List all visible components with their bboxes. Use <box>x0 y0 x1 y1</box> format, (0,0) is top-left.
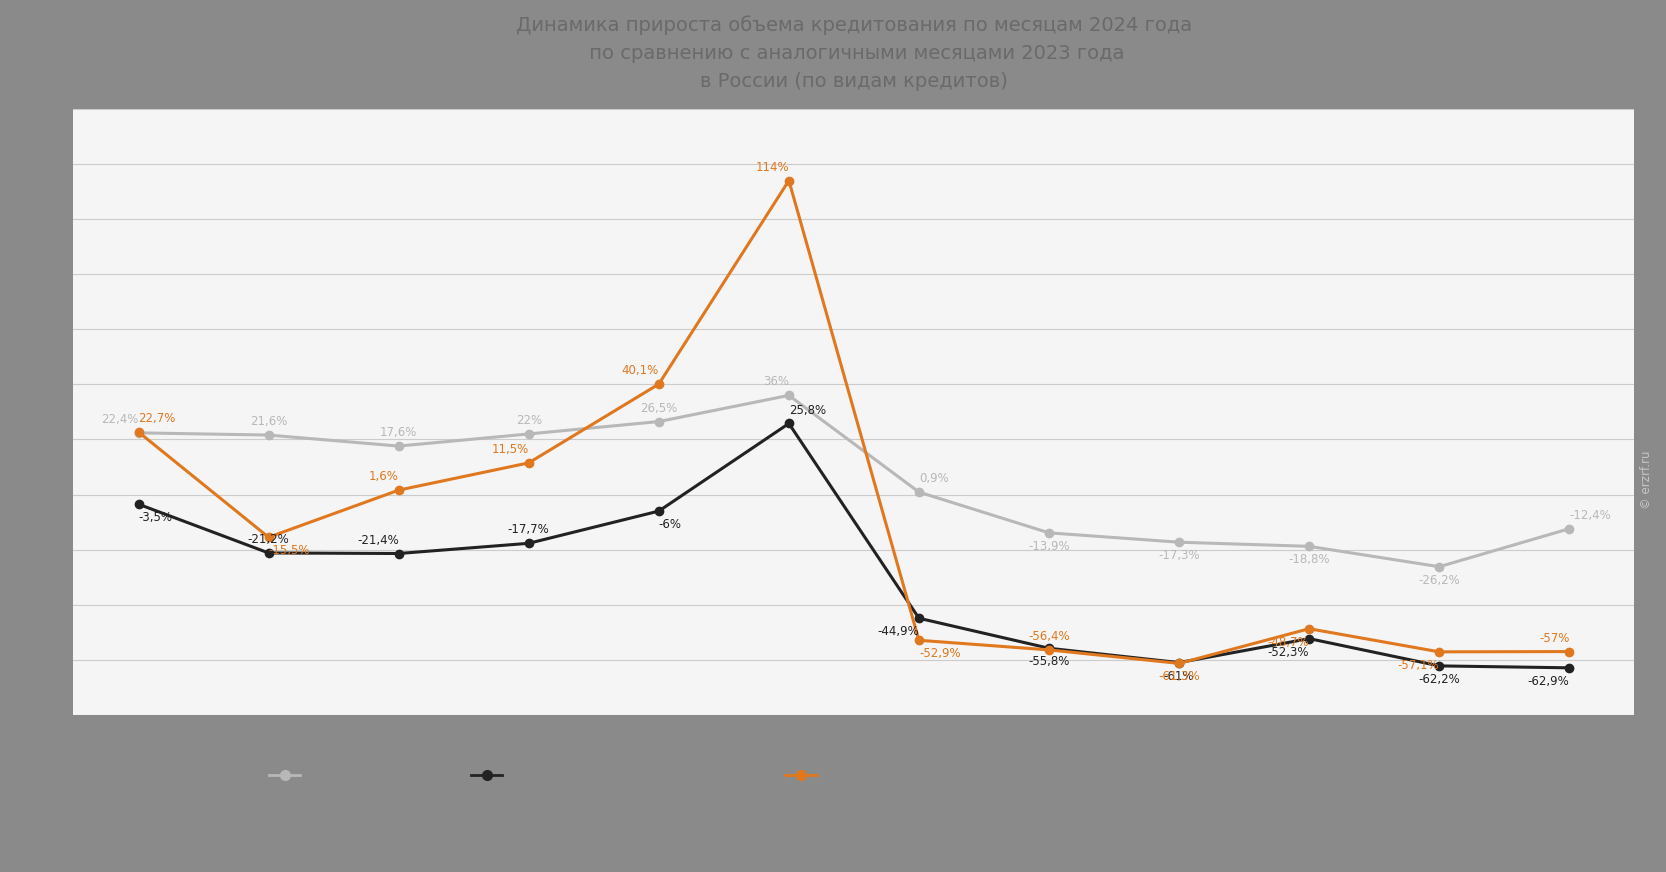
Text: 22%: 22% <box>516 414 541 427</box>
Text: -56,4%: -56,4% <box>1028 630 1070 643</box>
Text: -18,8%: -18,8% <box>1288 554 1329 566</box>
Text: -57,1%: -57,1% <box>1398 658 1439 671</box>
Text: 26,5%: 26,5% <box>640 402 678 414</box>
Title: Динамика прироста объема кредитования по месяцам 2024 года
 по сравнению с анало: Динамика прироста объема кредитования по… <box>516 15 1191 91</box>
Text: -52,9%: -52,9% <box>920 647 961 660</box>
Text: -21,4%: -21,4% <box>357 534 398 547</box>
Text: 36%: 36% <box>763 376 790 388</box>
Text: -48,7%: -48,7% <box>1268 636 1309 649</box>
Text: -55,8%: -55,8% <box>1028 655 1070 668</box>
Text: -12,4%: -12,4% <box>1569 508 1611 521</box>
Text: 25,8%: 25,8% <box>790 404 826 417</box>
Text: -44,9%: -44,9% <box>878 625 920 638</box>
Legend: объем кредитов всего, объем ипотечных жилищных кредитов, объем ипотечных жилищны: объем кредитов всего, объем ипотечных жи… <box>263 765 1288 787</box>
Text: 11,5%: 11,5% <box>491 443 528 456</box>
Text: -61,3%: -61,3% <box>1158 671 1200 684</box>
Text: -57%: -57% <box>1539 631 1569 644</box>
Text: 22,4%: 22,4% <box>102 413 138 426</box>
Text: -61%: -61% <box>1165 670 1195 683</box>
Text: © erzrf.ru: © erzrf.ru <box>1639 450 1653 509</box>
Text: -62,9%: -62,9% <box>1528 675 1569 688</box>
Text: -15,5%: -15,5% <box>268 544 310 557</box>
Text: 21,6%: 21,6% <box>250 415 287 428</box>
Text: 0,9%: 0,9% <box>920 472 948 485</box>
Text: 22,7%: 22,7% <box>138 412 177 425</box>
Text: -3,5%: -3,5% <box>138 511 173 524</box>
Text: -17,7%: -17,7% <box>508 523 550 536</box>
Text: -13,9%: -13,9% <box>1028 540 1070 553</box>
Text: 17,6%: 17,6% <box>380 426 418 439</box>
Text: 1,6%: 1,6% <box>368 470 398 483</box>
Text: -26,2%: -26,2% <box>1418 574 1459 587</box>
Text: -52,3%: -52,3% <box>1268 645 1309 658</box>
Text: -21,2%: -21,2% <box>248 533 290 546</box>
Text: 114%: 114% <box>755 160 790 174</box>
Text: 40,1%: 40,1% <box>621 364 658 378</box>
Text: -6%: -6% <box>658 518 681 531</box>
Text: -17,3%: -17,3% <box>1158 549 1200 562</box>
Text: -62,2%: -62,2% <box>1418 673 1459 686</box>
